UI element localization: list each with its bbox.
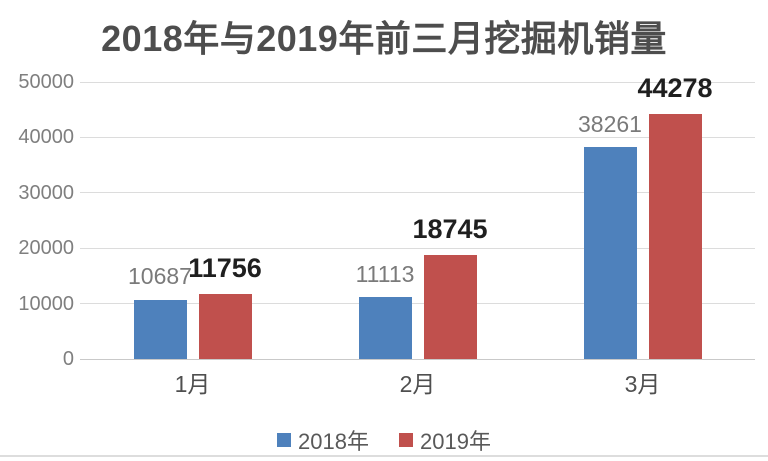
y-axis-tick-label: 50000 xyxy=(18,71,74,93)
gridline xyxy=(80,136,755,138)
gridline xyxy=(80,192,755,194)
gridline xyxy=(80,247,755,249)
gridline xyxy=(80,303,755,305)
value-label: 44278 xyxy=(637,72,713,103)
bar xyxy=(583,147,637,359)
value-label: 11756 xyxy=(188,252,262,283)
bar xyxy=(423,255,477,359)
category-label: 2月 xyxy=(399,371,436,397)
legend: 2018年 2019年 xyxy=(0,424,768,456)
bar xyxy=(648,113,702,359)
value-label: 11113 xyxy=(355,261,415,287)
y-axis-tick-label: 20000 xyxy=(18,237,74,260)
y-axis-tick-label: 0 xyxy=(62,348,74,370)
legend-item-2018: 2018年 xyxy=(277,424,369,456)
y-axis-tick-label: 10000 xyxy=(18,292,74,315)
legend-label-2018: 2018年 xyxy=(298,429,369,454)
plot-area: 10687 11756 11113 18745 38261 44278 xyxy=(80,73,755,360)
bar xyxy=(198,293,252,359)
category-label: 3月 xyxy=(624,371,661,397)
legend-swatch-2019 xyxy=(399,433,413,447)
x-axis-baseline xyxy=(80,358,755,360)
legend-label-2019: 2019年 xyxy=(420,429,491,454)
legend-item-2019: 2019年 xyxy=(399,424,491,456)
category-label: 1月 xyxy=(174,371,211,397)
y-axis-tick-label: 30000 xyxy=(18,181,74,204)
value-label: 38261 xyxy=(578,110,642,137)
value-label: 18745 xyxy=(412,214,488,245)
bar xyxy=(358,297,412,359)
bar xyxy=(133,299,187,359)
legend-swatch-2018 xyxy=(277,433,292,447)
bottom-divider xyxy=(0,455,768,457)
gridline xyxy=(80,81,755,83)
chart-title: 2018年与2019年前三月挖掘机销量 xyxy=(101,18,667,59)
value-label: 10687 xyxy=(128,263,192,290)
y-axis-tick-label: 40000 xyxy=(18,126,74,149)
